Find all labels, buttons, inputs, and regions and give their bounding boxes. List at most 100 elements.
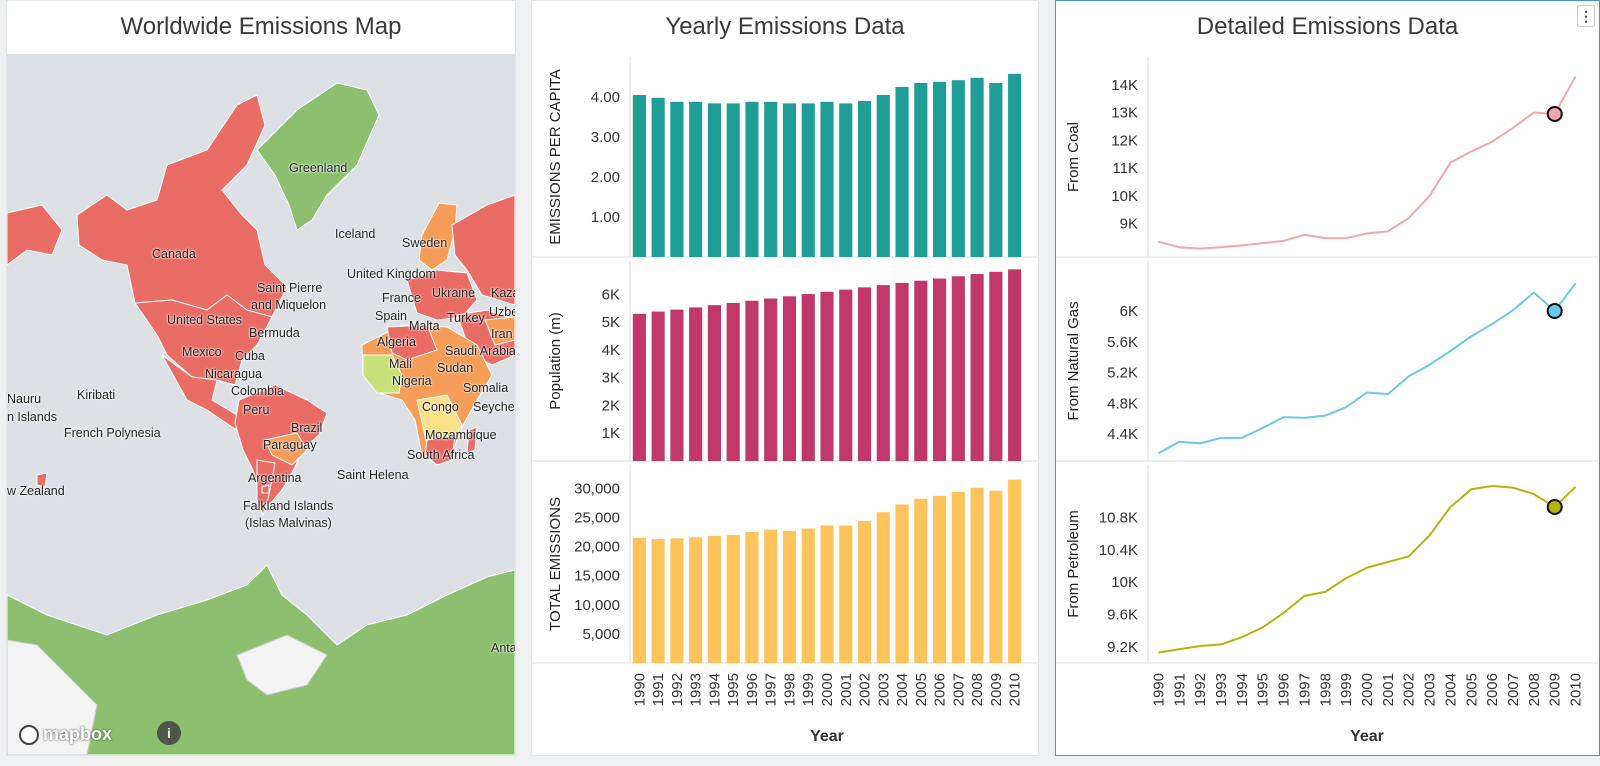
map-label-kiribati: Kiribati <box>77 388 116 402</box>
yearly-charts[interactable]: 1.00 2.00 3.00 4.00 EMISSIONS PER CAPITA 1K 2K… <box>532 1 1038 751</box>
paraguay-shape <box>264 432 308 466</box>
nz-shape <box>36 472 48 488</box>
detail-panel: Detailed Emissions Data ⋮ 9K 10K 11K 12K 13K… <box>1055 0 1600 756</box>
x-tick-label-2010: 2010 <box>1007 673 1024 706</box>
bar-1990 <box>632 313 646 461</box>
x-tick-label-1997: 1997 <box>763 673 780 706</box>
map-label-saint-pierre-1: Saint Pierre <box>257 281 323 295</box>
y-tick-label: 6K <box>1120 303 1138 320</box>
bar-2006 <box>933 81 947 257</box>
bar-2008 <box>970 274 984 461</box>
bar-2003 <box>876 95 890 257</box>
map-label-nicaragua: Nicaragua <box>205 367 262 381</box>
x-tick-label-2001: 2001 <box>1380 673 1397 706</box>
x-axis-label: Year <box>1350 728 1384 745</box>
y-tick-label: 9.6K <box>1107 607 1138 624</box>
info-icon[interactable]: i <box>157 721 181 745</box>
bar-1995 <box>726 534 740 663</box>
detail-charts[interactable]: 9K 10K 11K 12K 13K 14K From Coal 4.4K 4.8K 5.2K 5.… <box>1056 1 1599 751</box>
y-tick-label: 20,000 <box>574 539 620 556</box>
bar-2002 <box>857 287 872 461</box>
bar-2001 <box>839 525 853 663</box>
bar-1994 <box>707 103 721 258</box>
bar-2002 <box>857 520 872 663</box>
greenland-shape <box>256 82 380 231</box>
canada-shape <box>76 94 288 318</box>
map-label-peru: Peru <box>243 403 270 417</box>
x-tick-label-1992: 1992 <box>669 673 686 706</box>
x-tick-label-2008: 2008 <box>969 673 986 706</box>
x-tick-label-2005: 2005 <box>1463 673 1480 706</box>
y-tick-label: 11K <box>1112 160 1138 177</box>
map-label-malta: Malta <box>409 319 440 333</box>
map-label-us: United States <box>167 313 243 327</box>
x-tick-label-1995: 1995 <box>725 673 742 706</box>
y-tick-label: 10,000 <box>574 597 620 614</box>
map-label-greenland: Greenland <box>289 161 348 175</box>
iran-shape <box>484 316 515 346</box>
map-label-uzbe: Uzbe <box>489 305 515 319</box>
bar-2006 <box>933 278 947 461</box>
bar-1995 <box>726 302 740 461</box>
bar-2000 <box>820 101 834 257</box>
bar-2010 <box>1008 269 1022 461</box>
y-tick-label: 4.4K <box>1107 426 1138 443</box>
y-tick-label: 14K <box>1111 77 1138 94</box>
south-africa-shape <box>424 434 456 466</box>
x-tick-label-1995: 1995 <box>1255 673 1272 706</box>
x-tick-label-2000: 2000 <box>1359 673 1376 706</box>
map-label-saint-helena: Saint Helena <box>337 468 409 482</box>
map-label-turkey: Turkey <box>447 311 485 325</box>
x-axis-label: Year <box>810 728 844 745</box>
series-line <box>1158 485 1577 654</box>
map-label-new-zealand: w Zealand <box>7 484 65 498</box>
map-label-mozambique: Mozambique <box>425 428 497 442</box>
x-tick-label-1994: 1994 <box>706 673 723 706</box>
bar-2005 <box>914 498 928 663</box>
x-tick-label-1991: 1991 <box>650 673 667 706</box>
map-label-seyche: Seyche <box>473 400 515 414</box>
y-tick-label: 9K <box>1120 216 1138 233</box>
highlight-point-2009 <box>1546 303 1563 319</box>
map-label-falkland-2: (Islas Malvinas) <box>245 516 332 530</box>
north-africa-shape <box>386 324 438 361</box>
y-tick-label: 30,000 <box>574 480 620 497</box>
x-tick-label-2002: 2002 <box>1401 673 1418 706</box>
map-label-paraguay: Paraguay <box>263 438 317 452</box>
y-tick-label: 9.2K <box>1107 639 1138 656</box>
more-options-icon[interactable]: ⋮ <box>1577 5 1595 27</box>
alaska-shape <box>7 204 63 266</box>
map-label-nigeria: Nigeria <box>392 374 432 388</box>
bar-1997 <box>764 298 778 461</box>
x-tick-label-1999: 1999 <box>800 673 817 706</box>
map-label-ukraine: Ukraine <box>432 286 476 300</box>
bar-1996 <box>745 300 759 461</box>
y-tick-label: 2K <box>602 397 620 414</box>
y-tick-label: 10K <box>1111 574 1138 591</box>
bar-2000 <box>820 525 834 663</box>
x-tick-label-2001: 2001 <box>838 673 855 706</box>
bar-2008 <box>970 77 984 257</box>
map-title: Worldwide Emissions Map <box>120 13 402 40</box>
map-label-cuba: Cuba <box>235 349 265 363</box>
mapbox-logo-text: mapbox <box>43 724 113 744</box>
map-label-french-poly: French Polynesia <box>64 426 161 440</box>
x-tick-label-1998: 1998 <box>781 673 798 706</box>
y-tick-label: 10K <box>1111 188 1138 205</box>
bar-1995 <box>726 103 740 258</box>
y-tick-label: 6K <box>602 286 620 303</box>
x-tick-label-2003: 2003 <box>1422 673 1439 706</box>
x-tick-label-2003: 2003 <box>875 673 892 706</box>
world-map[interactable]: Greenland Iceland Sweden Canada United K… <box>7 55 515 755</box>
map-label-mexico: Mexico <box>182 345 222 359</box>
bar-1994 <box>707 305 721 461</box>
y-tick-label: 4.00 <box>591 89 620 106</box>
y-axis-label: EMISSIONS PER CAPITA <box>547 69 564 245</box>
y-tick-label: 3.00 <box>591 129 620 146</box>
x-tick-label-1994: 1994 <box>1234 673 1251 706</box>
y-tick-label: 5.6K <box>1107 334 1138 351</box>
bar-1997 <box>764 529 778 663</box>
bar-2008 <box>970 487 984 663</box>
mapbox-logo[interactable]: mapbox <box>19 724 112 745</box>
antarctica-ice-shape-2 <box>236 634 328 696</box>
